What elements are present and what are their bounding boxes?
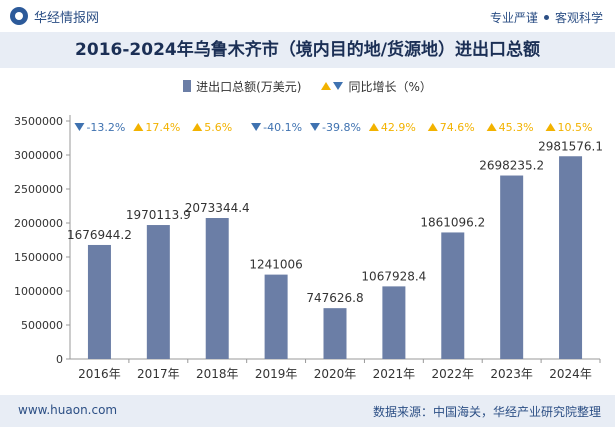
- bar-value-label: 1067928.4: [361, 269, 426, 283]
- chart-title: 2016-2024年乌鲁木齐市（境内目的地/货源地）进出口总额: [75, 40, 540, 60]
- bar: [146, 225, 170, 359]
- legend-growth-label: 同比增长（%）: [348, 79, 432, 94]
- growth-up-marker: [545, 123, 556, 131]
- brand-name: 华经情报网: [34, 10, 100, 26]
- y-tick-label: 3500000: [14, 115, 63, 128]
- growth-down-marker: [310, 123, 320, 131]
- legend-item-total[interactable]: 进出口总额(万美元): [183, 78, 301, 95]
- slogan-dot-icon: [543, 15, 549, 20]
- bar-value-label: 2981576.1: [538, 139, 603, 153]
- growth-label: -39.8%: [322, 121, 361, 134]
- growth-up-marker: [368, 123, 379, 131]
- footer-source: 数据来源：中国海关，华经产业研究院整理: [372, 405, 601, 419]
- bar-value-label: 1676944.2: [67, 228, 132, 242]
- bar: [87, 244, 111, 359]
- bar: [205, 218, 229, 359]
- x-tick-label: 2018年: [196, 367, 239, 381]
- bar: [500, 175, 524, 359]
- top-bar: 华经情报网 专业严谨 客观科学: [0, 0, 615, 32]
- x-tick-label: 2020年: [314, 367, 357, 381]
- growth-label: 42.9%: [381, 121, 416, 134]
- bar-value-label: 747626.8: [306, 291, 363, 305]
- growth-down-marker: [251, 123, 262, 131]
- growth-label: 10.5%: [558, 121, 593, 134]
- growth-label: 74.6%: [440, 121, 475, 134]
- x-tick-label: 2017年: [137, 367, 180, 381]
- bar: [323, 308, 347, 359]
- growth-up-marker: [192, 123, 203, 131]
- slogan: 专业严谨 客观科学: [490, 9, 603, 26]
- bar: [559, 156, 583, 359]
- growth-up-marker: [133, 123, 144, 131]
- bar-value-label: 2698235.2: [479, 159, 544, 173]
- y-tick-label: 1500000: [14, 251, 63, 264]
- x-tick-label: 2021年: [373, 367, 416, 381]
- footer: www.huaon.com 数据来源：中国海关，华经产业研究院整理: [0, 395, 615, 427]
- bar: [382, 286, 406, 359]
- legend-bar-swatch-icon: [183, 80, 192, 92]
- brand-logo-icon: [10, 7, 28, 25]
- growth-label: 5.6%: [204, 121, 232, 134]
- x-tick-label: 2022年: [432, 367, 475, 381]
- legend-down-triangle-icon: [333, 82, 344, 90]
- y-tick-label: 0: [56, 353, 63, 366]
- slogan-left: 专业严谨: [489, 11, 538, 25]
- growth-label: -13.2%: [86, 121, 125, 134]
- legend-total-label: 进出口总额(万美元): [196, 79, 302, 94]
- footer-url[interactable]: www.huaon.com: [18, 403, 118, 417]
- y-tick-label: 2000000: [14, 217, 63, 230]
- y-tick-label: 1000000: [14, 285, 63, 298]
- bar-value-label: 1241006: [249, 258, 302, 272]
- bar-value-label: 1970113.9: [126, 208, 191, 222]
- growth-label: -40.1%: [263, 121, 302, 134]
- title-band: 2016-2024年乌鲁木齐市（境内目的地/货源地）进出口总额: [0, 32, 615, 68]
- bar-value-label: 1861096.2: [420, 215, 485, 229]
- growth-label: 17.4%: [145, 121, 180, 134]
- x-tick-label: 2016年: [78, 367, 121, 381]
- slogan-right: 客观科学: [554, 11, 603, 25]
- x-tick-label: 2023年: [490, 367, 533, 381]
- bar: [264, 274, 288, 359]
- growth-up-marker: [427, 123, 438, 131]
- growth-up-marker: [486, 123, 497, 131]
- bar-chart: 0 500000 1000000 1500000 2000000 2500000 30000…: [14, 115, 603, 381]
- legend-up-triangle-icon: [321, 82, 332, 90]
- x-tick-label: 2024年: [549, 367, 592, 381]
- y-tick-label: 2500000: [14, 183, 63, 196]
- growth-label: 45.3%: [499, 121, 534, 134]
- x-tick-label: 2019年: [255, 367, 298, 381]
- bar: [441, 232, 465, 359]
- bar-value-label: 2073344.4: [185, 201, 250, 215]
- legend-item-growth[interactable]: 同比增长（%）: [321, 78, 432, 95]
- growth-down-marker: [74, 123, 85, 131]
- brand[interactable]: 华经情报网: [10, 7, 100, 26]
- chart-legend: 进出口总额(万美元) 同比增长（%）: [0, 78, 615, 94]
- y-tick-label: 3000000: [14, 149, 63, 162]
- y-tick-label: 500000: [21, 319, 63, 332]
